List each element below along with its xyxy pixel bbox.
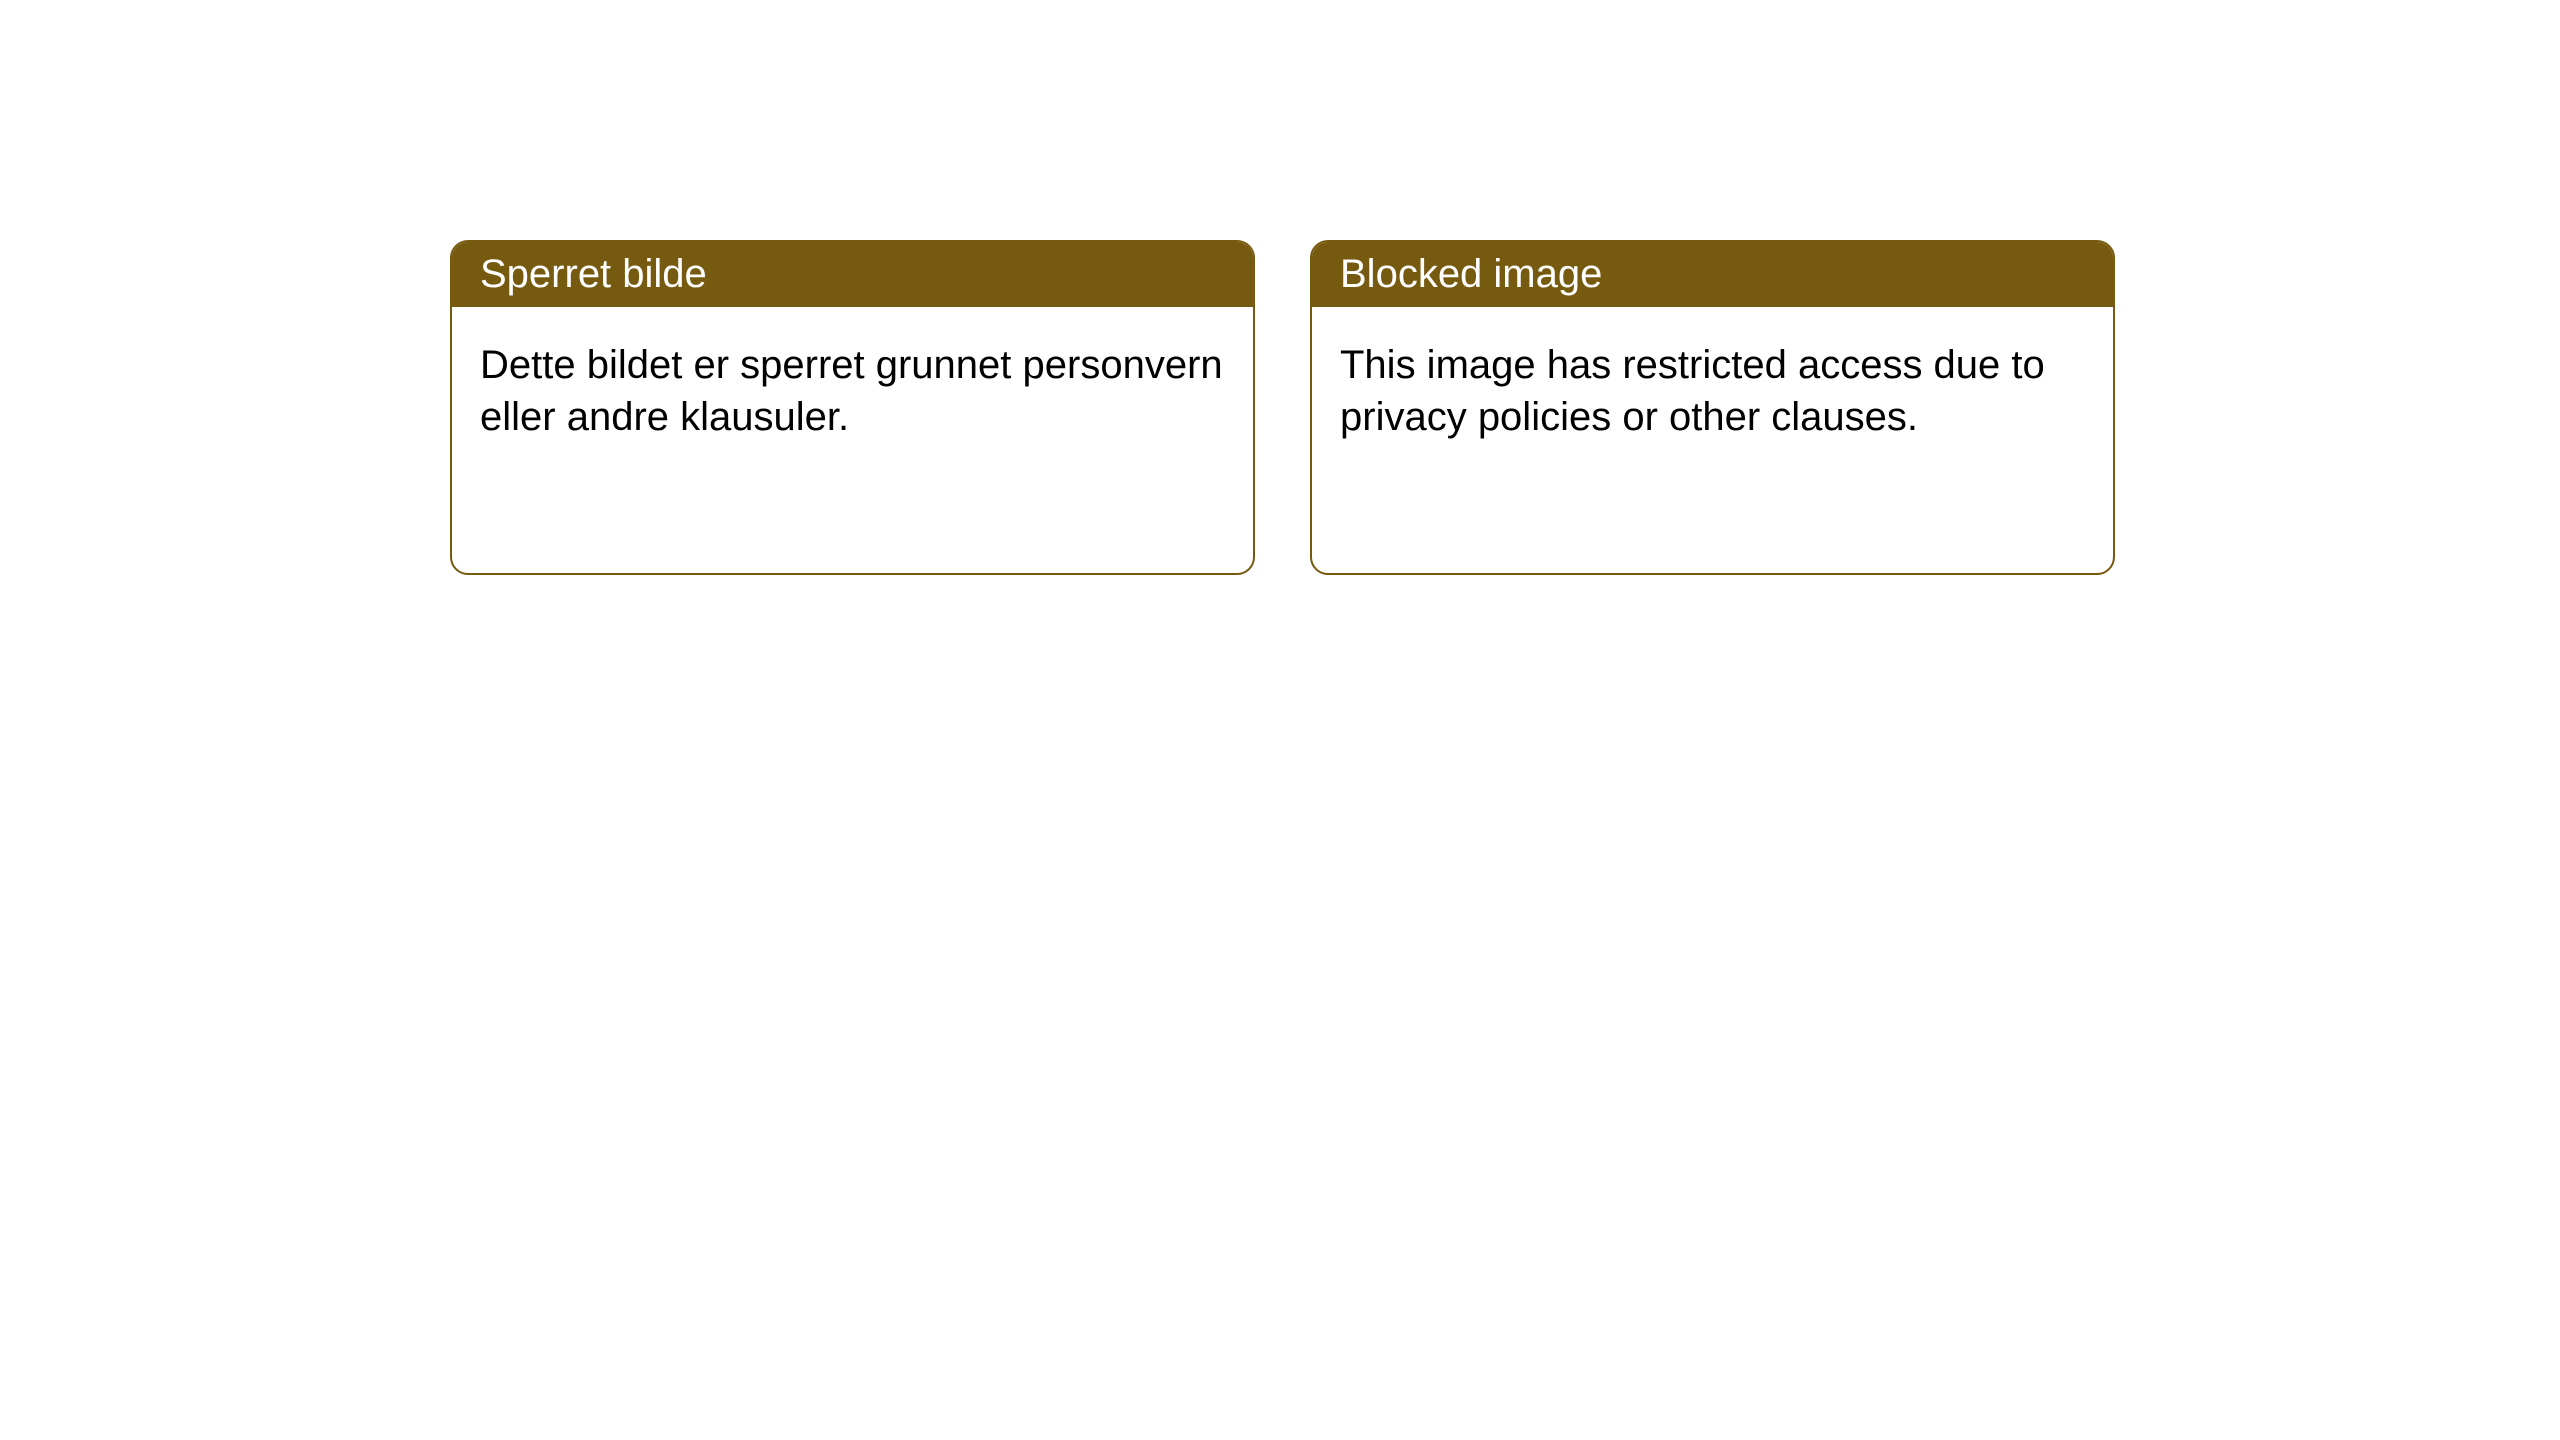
notice-title: Sperret bilde — [480, 252, 707, 296]
notice-body: This image has restricted access due to … — [1312, 307, 2113, 475]
notice-container: Sperret bilde Dette bildet er sperret gr… — [450, 240, 2115, 575]
notice-body: Dette bildet er sperret grunnet personve… — [452, 307, 1253, 475]
notice-text: Dette bildet er sperret grunnet personve… — [480, 343, 1223, 439]
notice-header: Blocked image — [1312, 242, 2113, 307]
notice-card-english: Blocked image This image has restricted … — [1310, 240, 2115, 575]
notice-card-norwegian: Sperret bilde Dette bildet er sperret gr… — [450, 240, 1255, 575]
notice-text: This image has restricted access due to … — [1340, 343, 2045, 439]
notice-header: Sperret bilde — [452, 242, 1253, 307]
notice-title: Blocked image — [1340, 252, 1602, 296]
